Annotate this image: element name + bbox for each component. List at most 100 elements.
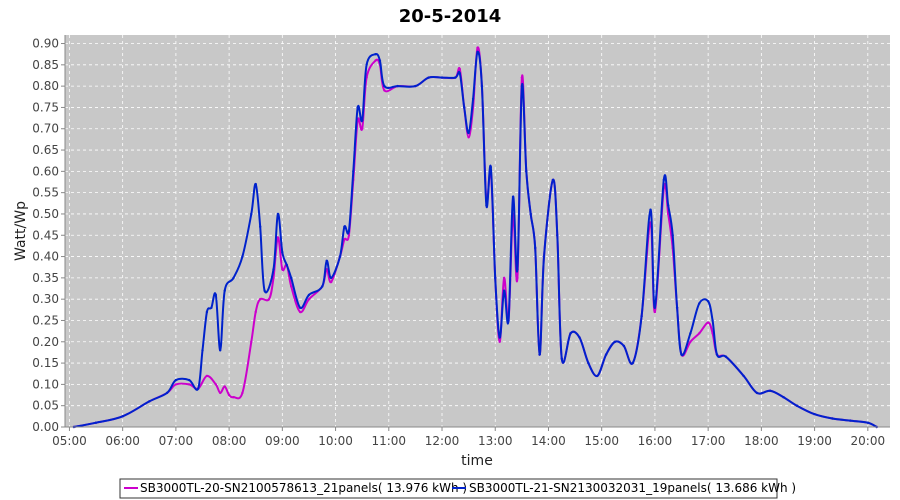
x-tick-label: 11:00 <box>371 434 406 448</box>
data-point-series-1 <box>347 234 351 237</box>
data-point-series-2 <box>520 84 524 88</box>
data-point-series-2 <box>356 106 359 109</box>
y-tick-label: 0.80 <box>32 79 59 93</box>
x-tick-label: 08:00 <box>212 434 247 448</box>
data-point-series-2 <box>551 178 555 182</box>
data-point-series-2 <box>578 336 581 339</box>
x-axis-label: time <box>461 453 493 469</box>
y-tick-label: 0.30 <box>32 292 59 306</box>
data-point-series-2 <box>742 374 745 378</box>
x-tick-label: 05:00 <box>52 434 87 448</box>
y-tick-label: 0.60 <box>32 164 59 178</box>
data-point-series-2 <box>538 353 541 356</box>
data-point-series-1 <box>502 276 506 280</box>
data-point-series-2 <box>427 76 430 79</box>
legend-box <box>119 478 778 499</box>
legend: SB3000TL-20-SN2100578613_21panels( 13.97… <box>119 478 796 499</box>
data-point-series-1 <box>689 340 692 343</box>
data-point-series-1 <box>214 383 217 386</box>
data-point-series-2 <box>374 53 377 56</box>
data-point-series-2 <box>706 300 710 303</box>
data-point-series-1 <box>298 310 302 314</box>
data-point-series-1 <box>706 321 710 324</box>
data-point-series-2 <box>604 353 608 356</box>
x-tick-label: 09:00 <box>265 434 300 448</box>
data-point-series-2 <box>325 259 328 262</box>
data-point-series-2 <box>529 212 532 216</box>
data-point-series-2 <box>569 332 572 335</box>
data-point-series-2 <box>414 84 417 88</box>
data-point-series-2 <box>352 170 355 173</box>
legend-label-series-2: SB3000TL-21-SN2130032031_19panels( 13.68… <box>469 481 796 495</box>
data-point-series-1 <box>498 340 501 343</box>
data-point-series-2 <box>494 276 497 280</box>
data-point-series-2 <box>587 361 590 365</box>
data-point-series-2 <box>214 293 217 297</box>
data-point-series-2 <box>640 315 643 318</box>
data-point-series-2 <box>622 344 626 348</box>
y-tick-label: 0.10 <box>32 377 59 391</box>
data-point-series-1 <box>383 89 386 92</box>
data-point-series-2 <box>516 268 519 271</box>
data-point-series-2 <box>463 106 466 109</box>
data-point-series-2 <box>680 353 683 356</box>
data-point-series-2 <box>454 76 457 79</box>
data-point-series-2 <box>724 355 728 358</box>
data-point-series-1 <box>307 298 311 301</box>
x-tick-label: 16:00 <box>638 434 673 448</box>
data-point-series-1 <box>241 391 244 395</box>
data-point-series-2 <box>813 413 816 416</box>
data-point-series-2 <box>241 255 244 258</box>
data-point-series-1 <box>219 391 222 395</box>
x-tick-label: 15:00 <box>584 434 619 448</box>
data-point-series-2 <box>715 353 719 356</box>
y-tick-label: 0.90 <box>32 37 59 51</box>
data-point-series-2 <box>250 212 253 216</box>
y-tick-label: 0.55 <box>32 186 59 200</box>
y-tick-label: 0.40 <box>32 250 59 264</box>
data-point-series-1 <box>281 268 284 271</box>
data-point-series-1 <box>476 46 479 49</box>
data-point-series-2 <box>534 246 537 250</box>
data-point-series-2 <box>866 421 869 424</box>
x-tick-label: 18:00 <box>744 434 779 448</box>
data-point-series-1 <box>276 236 280 239</box>
data-point-series-2 <box>480 84 484 88</box>
data-point-series-2 <box>755 391 759 395</box>
data-point-series-1 <box>227 393 231 397</box>
data-point-series-2 <box>281 251 284 254</box>
data-point-series-2 <box>165 391 169 395</box>
data-point-series-2 <box>507 319 510 322</box>
data-point-series-2 <box>285 263 288 267</box>
data-point-series-2 <box>298 306 302 309</box>
y-tick-label: 0.50 <box>32 207 59 221</box>
data-point-series-1 <box>520 76 524 79</box>
y-tick-label: 0.00 <box>32 420 59 434</box>
data-point-series-2 <box>440 76 444 79</box>
data-point-series-2 <box>396 84 399 88</box>
data-point-series-2 <box>556 234 559 237</box>
data-point-series-2 <box>848 419 852 422</box>
data-point-series-2 <box>94 421 98 424</box>
data-point-series-2 <box>307 293 311 297</box>
data-point-series-2 <box>458 72 461 75</box>
y-tick-label: 0.85 <box>32 58 59 72</box>
data-point-series-2 <box>188 378 191 382</box>
y-tick-label: 0.70 <box>32 122 59 136</box>
data-point-series-2 <box>201 349 204 352</box>
x-tick-label: 07:00 <box>159 434 194 448</box>
x-tick-label: 12:00 <box>425 434 460 448</box>
data-point-series-2 <box>343 225 346 228</box>
data-point-series-2 <box>321 285 324 288</box>
data-point-series-2 <box>121 415 124 418</box>
data-point-series-2 <box>232 276 235 280</box>
y-tick-label: 0.15 <box>32 356 59 370</box>
data-point-series-1 <box>467 136 470 139</box>
data-point-series-2 <box>471 97 475 101</box>
y-axis-label: Watt/Wp <box>13 201 29 261</box>
data-point-series-2 <box>795 404 799 407</box>
data-point-series-2 <box>649 208 652 211</box>
data-point-series-1 <box>259 298 262 301</box>
x-tick-label: 13:00 <box>478 434 513 448</box>
data-point-series-2 <box>174 378 178 382</box>
